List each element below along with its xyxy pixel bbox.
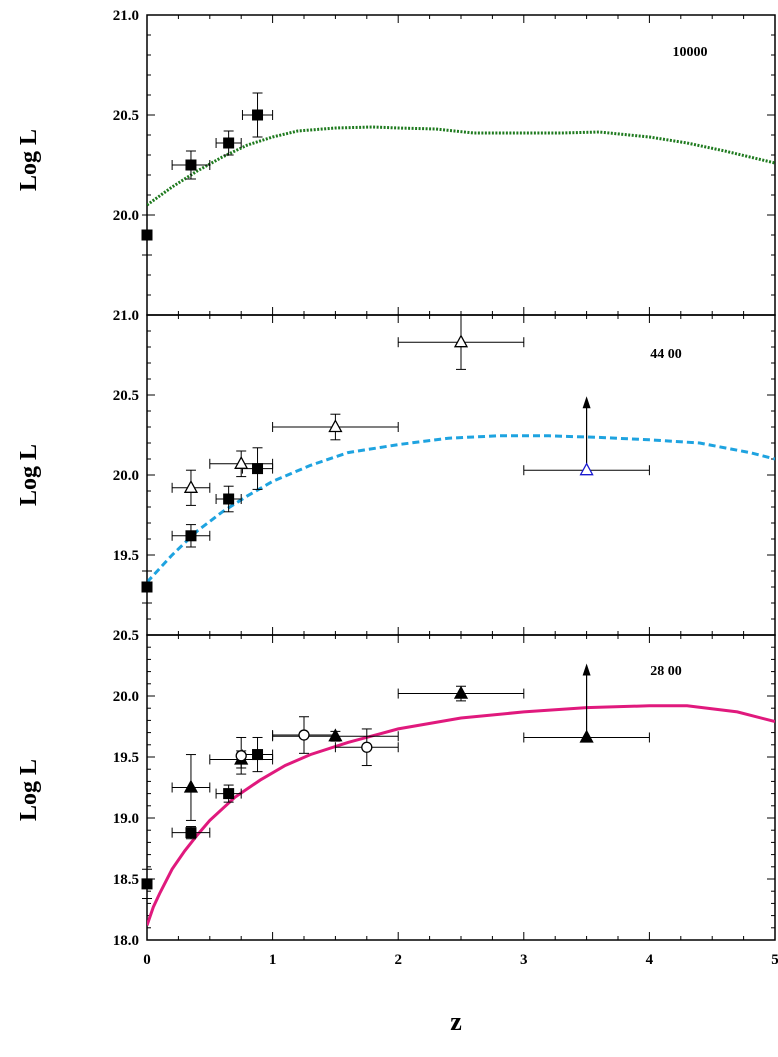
y-tick-label: 21.0 [113,8,139,24]
y-tick-label: 19.5 [113,750,139,766]
square-marker [141,878,153,890]
y-tick-label: 20.0 [113,468,139,484]
arrowhead [582,396,591,409]
panel-2: 19.5 20.0 20.5 21.0 Log L 44 00 [16,308,776,636]
data-point-square-filled [215,130,242,156]
data-point-circle-open [334,728,399,767]
square-marker [223,137,235,149]
square-marker [185,159,197,171]
data-point-triangle-filled [171,754,211,821]
panel-3: 18.0 18.5 19.0 19.5 20.0 20.5 0 1 2 3 4 5 Log L z 28 0… [16,628,778,1036]
data-point-square-filled [241,736,274,773]
y-tick-label: 19.0 [113,811,139,827]
square-marker [185,530,197,542]
y-tick-label: 21.0 [113,308,139,324]
triangle-marker [453,334,469,348]
model-curve [147,704,775,926]
triangle-marker [328,419,343,433]
x-axis-label: z [450,1007,462,1036]
circle-marker [235,750,247,762]
data-point-circle-open [235,736,247,775]
y-tick-label: 20.5 [113,388,139,404]
square-marker [185,827,197,839]
panel-label: 28 00 [650,664,682,679]
model-curve [147,434,775,584]
square-marker [223,493,235,505]
triangle-marker [183,479,199,493]
circle-marker [361,741,373,753]
model-curve [147,125,775,207]
y-tick-label: 18.5 [113,872,139,888]
circle-marker [298,729,310,741]
panel-1: 20.0 20.5 21.0 Log L 10000 [16,8,776,316]
x-tick-label: 3 [520,952,528,968]
square-marker [223,788,235,800]
y-axis-label: Log L [16,444,42,506]
plot-frame [146,14,776,316]
panel-label: 10000 [673,45,708,60]
y-tick-label: 20.0 [113,208,139,224]
triangle-marker [579,462,594,476]
triangle-marker [579,729,594,743]
data-point-triangle-filled [397,685,525,702]
data-point-circle-open [272,716,336,754]
triangle-marker [234,455,249,469]
data-point-triangle-open [272,413,399,441]
square-marker [252,109,264,121]
data-point-square-filled [215,784,242,803]
x-tick-label: 5 [771,952,778,968]
x-tick-label: 1 [269,952,277,968]
data-point-triangle-open [209,450,274,478]
arrowhead [582,663,591,676]
square-marker [252,749,264,761]
y-tick-label: 20.5 [113,628,139,644]
plot-frame [146,634,776,941]
square-marker [252,463,264,475]
y-axis-label: Log L [16,759,42,821]
y-tick-label: 19.5 [113,548,139,564]
x-tick-label: 4 [646,952,654,968]
x-tick-label: 2 [394,952,402,968]
triangle-marker [453,685,469,699]
data-point-square-filled [141,214,153,256]
data-point-triangle-open [171,469,211,506]
data-point-square-filled [241,92,274,138]
y-tick-label: 20.0 [113,689,139,705]
panel-label: 44 00 [650,347,682,362]
data-point-square-filled [171,150,211,180]
data-point-square-filled [171,524,211,548]
square-marker [141,581,153,593]
data-point-square-filled [215,485,242,513]
y-tick-label: 20.5 [113,108,139,124]
data-point-triangle-open-blue [523,396,650,476]
data-point-square-filled [171,826,211,840]
y-tick-label: 18.0 [113,933,139,949]
square-marker [141,229,153,241]
data-point-square-filled [141,570,153,604]
data-point-triangle-open [397,314,525,370]
y-axis-label: Log L [16,129,42,191]
triangle-marker [183,779,199,793]
data-point-triangle-filled [523,663,650,743]
data-point-square-filled [141,868,153,900]
x-tick-label: 0 [143,952,151,968]
